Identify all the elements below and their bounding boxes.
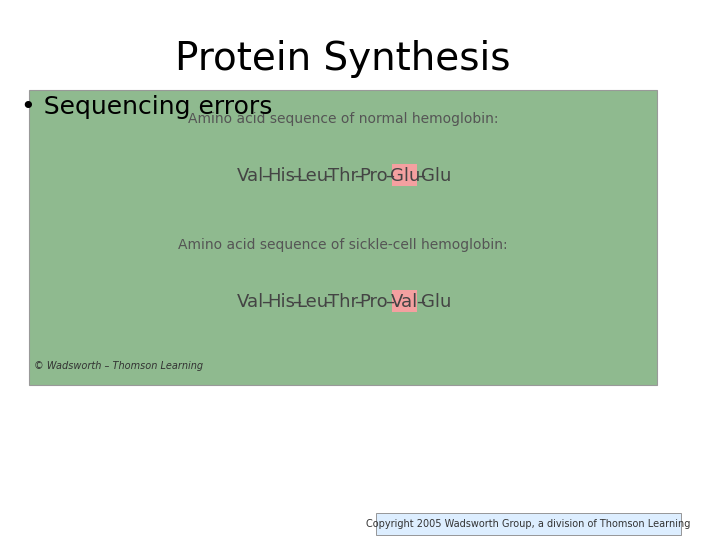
- Text: Pro: Pro: [359, 293, 388, 311]
- Text: © Wadsworth – Thomson Learning: © Wadsworth – Thomson Learning: [35, 361, 204, 371]
- Text: Amino acid sequence of normal hemoglobin:: Amino acid sequence of normal hemoglobin…: [188, 112, 498, 126]
- Text: Val: Val: [391, 293, 418, 311]
- Text: Val: Val: [236, 293, 264, 311]
- Text: Amino acid sequence of sickle-cell hemoglobin:: Amino acid sequence of sickle-cell hemog…: [178, 238, 508, 252]
- Text: Glu: Glu: [420, 167, 451, 185]
- Text: –: –: [261, 293, 270, 311]
- Text: –: –: [354, 167, 363, 185]
- Text: –: –: [292, 167, 301, 185]
- Text: His: His: [267, 167, 295, 185]
- Text: –: –: [384, 167, 394, 185]
- Text: Pro: Pro: [359, 167, 388, 185]
- Text: –: –: [261, 167, 270, 185]
- Text: Protein Synthesis: Protein Synthesis: [175, 40, 510, 78]
- Text: Glu: Glu: [390, 167, 420, 185]
- Bar: [29, 90, 657, 385]
- Text: • Sequencing errors: • Sequencing errors: [21, 95, 272, 119]
- Bar: [392, 164, 418, 186]
- Text: –: –: [354, 293, 363, 311]
- Text: Leu: Leu: [296, 167, 328, 185]
- Text: –: –: [384, 293, 394, 311]
- Text: Val: Val: [236, 167, 264, 185]
- Text: Glu: Glu: [420, 293, 451, 311]
- Text: Thr: Thr: [328, 293, 358, 311]
- Text: –: –: [415, 293, 425, 311]
- Bar: [376, 513, 681, 535]
- Text: Thr: Thr: [328, 167, 358, 185]
- Text: –: –: [415, 167, 425, 185]
- Text: –: –: [323, 167, 332, 185]
- Bar: [392, 290, 418, 312]
- Text: –: –: [323, 293, 332, 311]
- Text: Leu: Leu: [296, 293, 328, 311]
- Text: –: –: [292, 293, 301, 311]
- Text: His: His: [267, 293, 295, 311]
- Text: Copyright 2005 Wadsworth Group, a division of Thomson Learning: Copyright 2005 Wadsworth Group, a divisi…: [366, 519, 690, 529]
